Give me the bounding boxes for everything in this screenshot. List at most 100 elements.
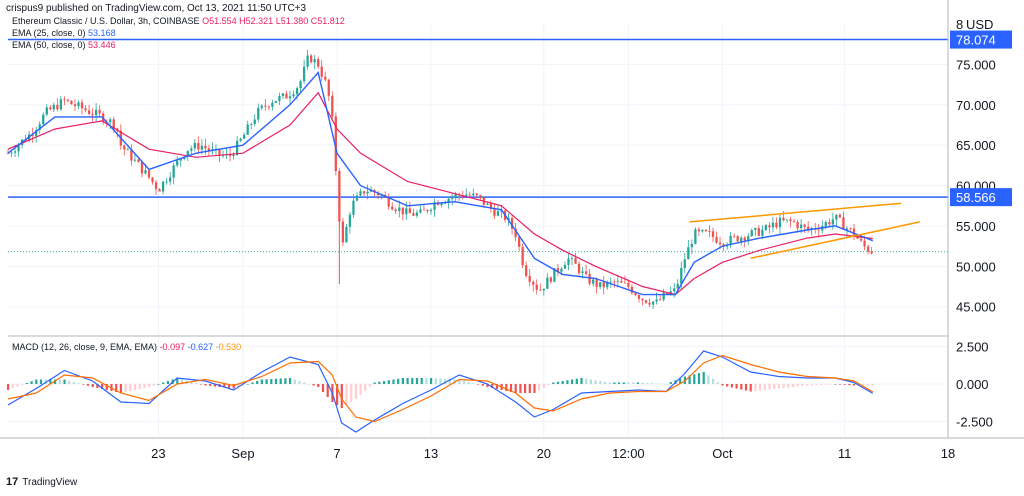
macd-hist-bar (838, 384, 842, 385)
candle-body (796, 221, 799, 229)
candle-body (165, 181, 168, 183)
candle-body (468, 194, 471, 196)
candle-body (73, 104, 77, 107)
candle-body (510, 217, 514, 229)
macd-hist-bar (777, 384, 780, 389)
candle-body (154, 182, 158, 190)
macd-hist-bar (533, 384, 536, 393)
candle-body (676, 283, 679, 289)
candle-body (835, 214, 838, 220)
macd-hist-bar (176, 378, 179, 384)
candle-body (479, 195, 482, 198)
candle-body (768, 225, 771, 228)
candle-body (845, 228, 849, 230)
grid (8, 24, 949, 438)
candle-body (324, 76, 327, 80)
tradingview-logo-text: TradingView (22, 476, 78, 488)
channel-line (750, 221, 920, 259)
candle-body (341, 221, 345, 243)
candle-body (130, 149, 133, 161)
macd-hist-bar (585, 378, 588, 384)
candle-body (799, 224, 803, 229)
candle-body (870, 251, 873, 254)
candle-body (472, 193, 475, 196)
macd-hist-bar (336, 384, 339, 405)
candle-body (496, 211, 500, 216)
candle-body (49, 107, 52, 110)
candle-body (123, 145, 126, 150)
candle-body (239, 138, 242, 141)
legend-macd-signal: -0.530 (215, 342, 242, 352)
macd-hist-bar (7, 384, 10, 390)
candle-body (84, 108, 87, 111)
macd-hist-bar (679, 378, 682, 384)
candle-body (151, 177, 154, 183)
candle-body (415, 212, 419, 216)
candle-body (641, 298, 644, 301)
candle-body (454, 194, 457, 198)
macd-hist-bar (397, 378, 400, 384)
candle-body (592, 279, 595, 284)
candle-body (792, 221, 796, 222)
currency-label: USD (966, 17, 993, 32)
macd-hist-bar (213, 384, 216, 387)
level-label: 78.074 (956, 33, 996, 48)
candle-body (362, 191, 366, 194)
macd-hist-bar (509, 384, 513, 392)
macd-hist-bar (425, 378, 428, 384)
candle-body (172, 165, 175, 178)
macd-hist-bar (209, 384, 212, 386)
candle-body (465, 194, 468, 197)
legend-ema25-row[interactable]: EMA (25, close, 0) 53.168 (12, 28, 116, 38)
price-tick-label: 50.000 (956, 259, 996, 274)
macd-hist-bar (148, 384, 151, 387)
time-tick-label: 13 (424, 446, 438, 461)
macd-hist-bar (773, 384, 776, 389)
candle-body (493, 208, 496, 216)
candle-body (785, 219, 789, 221)
macd-hist-bar (195, 383, 198, 384)
candle-body (70, 100, 73, 105)
candle-body (197, 142, 200, 150)
macd-hist-bar (303, 382, 306, 384)
candle-body (274, 101, 278, 103)
candle-body (620, 281, 623, 283)
legend-ema50-row[interactable]: EMA (50, close, 0) 53.446 (12, 40, 116, 50)
candle-body (718, 242, 722, 245)
candle-body (109, 119, 112, 123)
channel-lines (689, 202, 920, 259)
candle-body (539, 289, 542, 291)
macd-hist-bar (289, 378, 292, 384)
macd-hist-bar (627, 382, 630, 384)
candle-body (581, 271, 584, 273)
candle-body (507, 217, 510, 220)
candle-body (391, 206, 394, 210)
candle-body (525, 265, 528, 277)
macd-hist-bar (561, 381, 564, 384)
candle-body (842, 217, 845, 230)
tradingview-logo[interactable]: 17 TradingView (6, 476, 77, 488)
candle-body (91, 113, 94, 116)
macd-hist-bar (359, 384, 362, 395)
candle-body (648, 302, 651, 305)
candle-body (475, 193, 478, 196)
candle-body (863, 240, 866, 247)
macd-histogram (7, 372, 874, 408)
candle-body (616, 281, 619, 282)
candle-body (401, 207, 404, 215)
macd-hist-bar (124, 384, 127, 392)
candle-body (422, 209, 426, 211)
candle-body (866, 246, 870, 252)
legend-macd-row[interactable]: MACD (12, 26, close, 9, EMA, EMA) -0.097… (12, 342, 241, 352)
candle-body (250, 124, 253, 125)
macd-tick-label: -2.500 (956, 415, 993, 430)
macd-hist-bar (834, 384, 837, 385)
macd-hist-bar (491, 384, 494, 388)
candle-body (609, 281, 612, 283)
macd-hist-bar (862, 384, 865, 386)
candle-body (334, 116, 337, 171)
candle-body (405, 208, 408, 215)
candle-body (754, 228, 757, 231)
macd-hist-bar (829, 384, 832, 385)
macd-hist-bar (265, 379, 268, 384)
